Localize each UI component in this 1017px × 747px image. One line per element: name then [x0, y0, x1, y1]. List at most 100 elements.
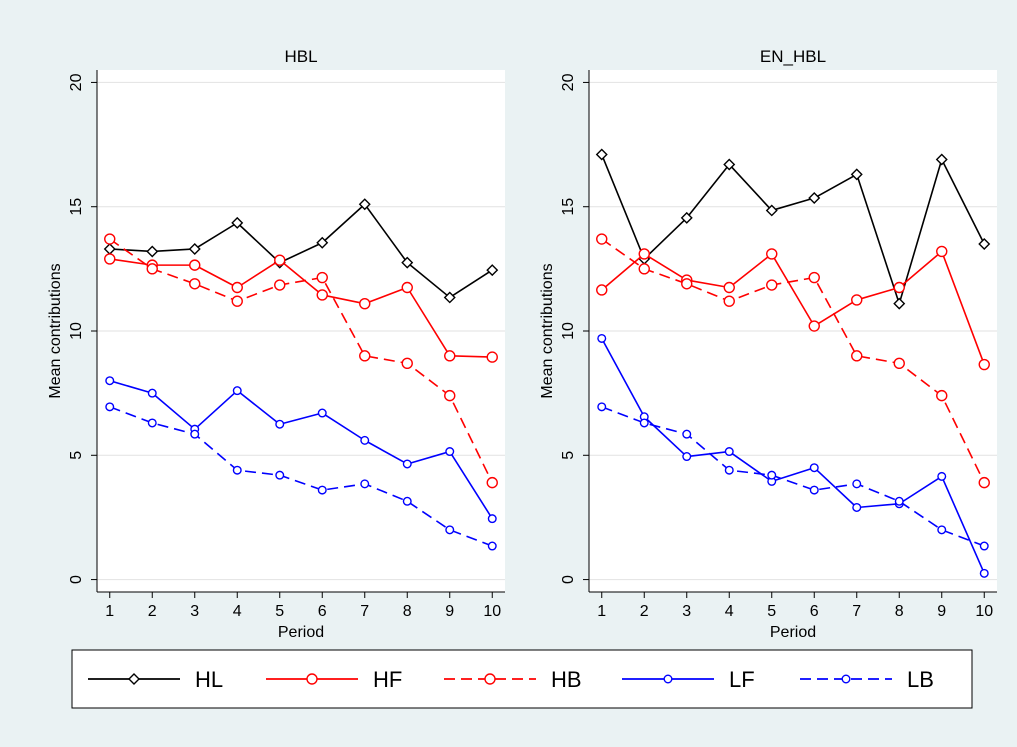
data-point-hl: [680, 211, 693, 224]
x-tick-label: 7: [852, 603, 861, 620]
legend-marker: [128, 673, 140, 685]
series-hf: [596, 245, 990, 371]
x-tick-label: 10: [975, 603, 993, 620]
x-tick-label: 10: [483, 603, 501, 620]
data-point-hb: [486, 476, 498, 489]
x-tick-label: 2: [640, 603, 649, 620]
data-point-hl: [401, 256, 414, 269]
data-point-hb: [766, 279, 778, 291]
data-point-hb: [723, 295, 735, 307]
legend-item-hl: HL: [88, 667, 223, 692]
y-tick-label: 15: [560, 198, 577, 216]
data-point-hb: [851, 350, 863, 362]
series-hl: [595, 148, 991, 310]
series-lf: [105, 376, 497, 524]
series-hb: [596, 233, 990, 489]
data-point-lb: [724, 465, 734, 475]
data-point-lf: [809, 463, 819, 473]
y-tick-label: 0: [68, 575, 85, 584]
data-point-lb: [147, 418, 157, 428]
data-point-lb: [402, 496, 412, 506]
x-tick-label: 9: [937, 603, 946, 620]
legend: HL HF HB LF LB: [71, 649, 973, 709]
data-point-lb: [852, 479, 862, 489]
legend-label: HF: [373, 667, 402, 692]
data-point-hb: [146, 263, 158, 275]
legend-item-lf: LF: [622, 667, 755, 692]
y-axis-title: Mean contributions: [539, 263, 556, 398]
data-point-lb: [275, 470, 285, 480]
legend-marker: [663, 674, 673, 684]
data-point-lb: [232, 465, 242, 475]
series-line-lf: [601, 338, 985, 574]
data-point-hl: [808, 192, 821, 205]
x-tick-label: 9: [445, 603, 454, 620]
series-hb: [104, 233, 498, 489]
data-point-lf: [147, 388, 157, 398]
data-point-hl: [486, 264, 499, 277]
series-lf: [597, 333, 989, 578]
x-tick-label: 1: [597, 603, 606, 620]
data-point-hf: [808, 320, 820, 332]
data-point-hl: [935, 153, 948, 166]
chart-panel-2: 0 5 10 15 20 1 2 3 4 5 6 7 8 9 10 Period Mean contributi…: [539, 47, 997, 641]
data-point-lb: [639, 418, 649, 428]
series-line-hb: [109, 238, 493, 483]
series-line-hf: [601, 250, 985, 365]
data-point-hl: [893, 297, 906, 310]
data-point-lb: [317, 485, 327, 495]
legend-marker: [306, 673, 318, 685]
data-point-hl: [443, 291, 456, 304]
data-point-hf: [893, 281, 905, 294]
legend-item-hb: HB: [444, 667, 582, 692]
data-point-hb: [638, 263, 650, 275]
y-tick-label: 0: [560, 575, 577, 584]
data-point-hb: [274, 279, 286, 291]
x-tick-label: 2: [148, 603, 157, 620]
data-point-hb: [401, 357, 413, 370]
series-line-lb: [601, 406, 985, 547]
data-point-hf: [936, 245, 948, 258]
data-point-hb: [893, 357, 905, 370]
data-point-lf: [445, 447, 455, 457]
data-point-lf: [597, 333, 607, 343]
data-point-hb: [359, 350, 371, 362]
data-point-hl: [765, 204, 778, 217]
y-tick-label: 20: [560, 73, 577, 91]
legend-label: LB: [907, 667, 934, 692]
data-point-lb: [894, 496, 904, 506]
data-point-hf: [189, 259, 201, 271]
data-point-hf: [401, 281, 413, 294]
data-point-lf: [937, 471, 947, 481]
series-line-hl: [109, 203, 493, 299]
data-point-lb: [445, 525, 455, 535]
series-lb: [105, 402, 497, 551]
data-point-lf: [979, 568, 989, 578]
x-tick-label: 3: [190, 603, 199, 620]
legend-marker: [841, 674, 851, 684]
data-point-lf: [232, 386, 242, 396]
data-point-lb: [190, 429, 200, 439]
data-point-hl: [358, 198, 371, 211]
x-tick-label: 3: [682, 603, 691, 620]
legend-marker: [484, 673, 496, 685]
data-point-hf: [766, 248, 778, 260]
data-point-lf: [724, 447, 734, 457]
x-tick-label: 6: [318, 603, 327, 620]
y-tick-label: 5: [68, 451, 85, 460]
legend-label: HL: [195, 667, 223, 692]
data-point-hl: [316, 236, 329, 249]
data-point-lf: [275, 419, 285, 429]
legend-item-hf: HF: [266, 667, 402, 692]
data-point-hf: [851, 294, 863, 306]
data-point-hf: [638, 248, 650, 260]
data-point-hf: [723, 281, 735, 294]
data-point-hl: [723, 158, 736, 171]
x-tick-label: 6: [810, 603, 819, 620]
data-point-hf: [444, 350, 456, 362]
data-point-lf: [682, 452, 692, 462]
x-tick-label: 5: [275, 603, 284, 620]
y-tick-label: 10: [68, 322, 85, 340]
